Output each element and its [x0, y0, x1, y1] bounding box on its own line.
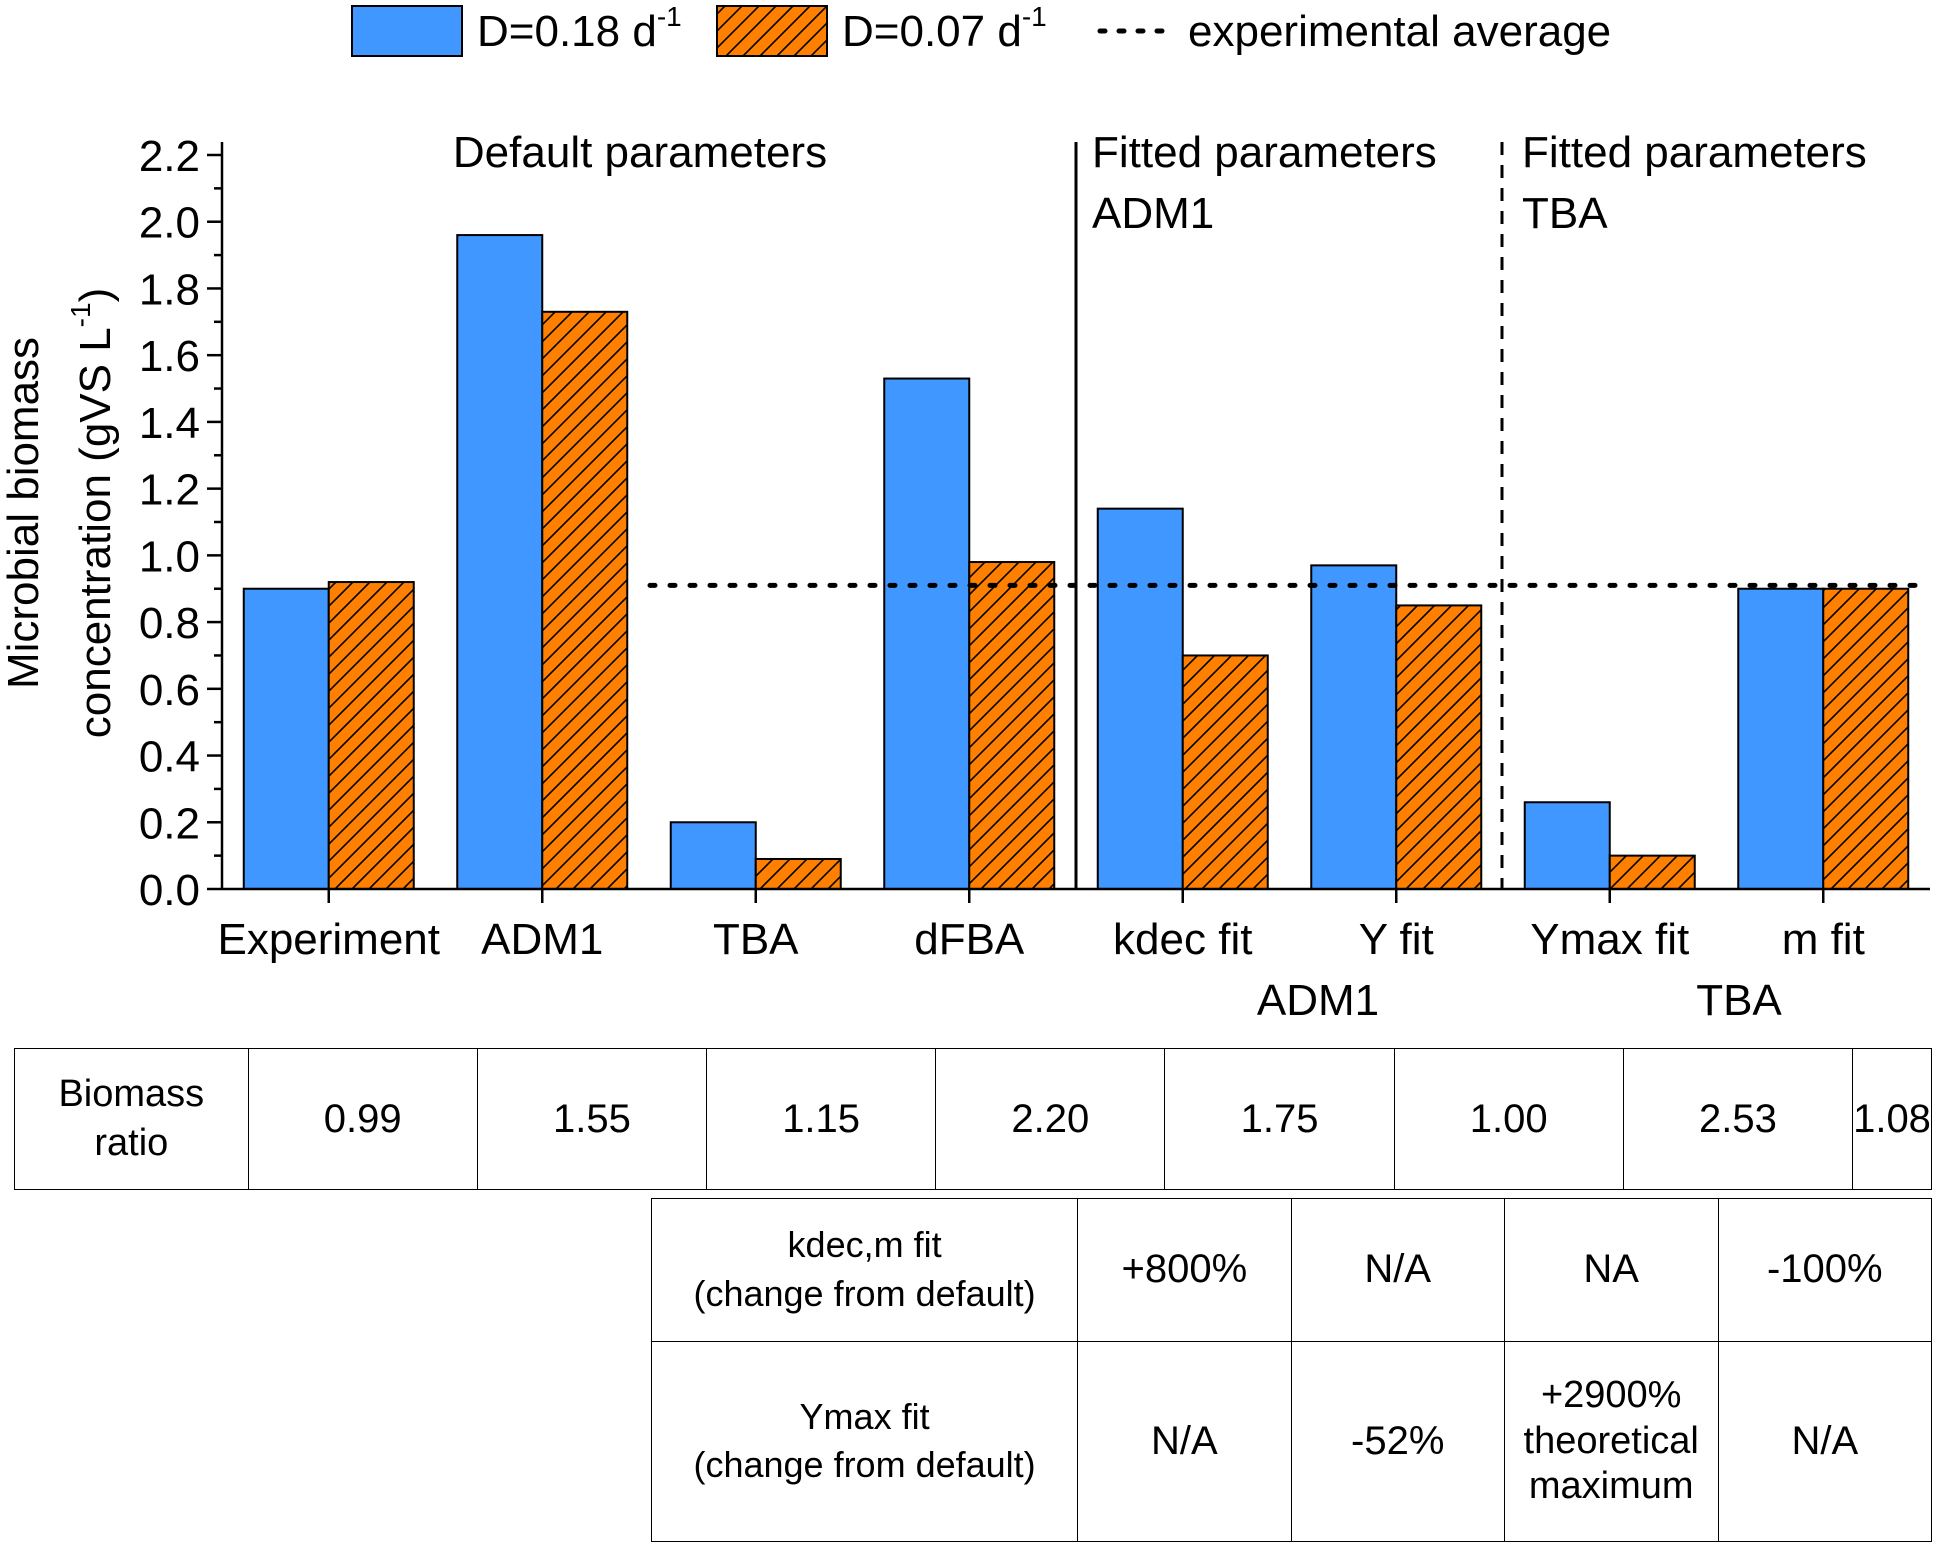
- y-tick-label: 0.6: [139, 666, 200, 715]
- biomass-ratio-table: Biomass ratio 0.99 1.55 1.15 2.20 1.75 1.…: [14, 1048, 1932, 1190]
- bar-d007-m-fit: [1822, 587, 1910, 891]
- x-tick-label: Experiment: [217, 915, 440, 964]
- y-axis-title-line-1: Microbial biomass: [0, 337, 48, 689]
- bar-d018-m-fit: [1737, 587, 1825, 891]
- bar-d007-y-fit: [1395, 604, 1483, 891]
- x-tick-label: Y fit: [1359, 915, 1434, 964]
- ratio-cell: 1.08: [1852, 1048, 1932, 1190]
- x-tick-label: m fit: [1782, 915, 1865, 964]
- ratio-cell: 1.00: [1393, 1048, 1624, 1190]
- fit-cell-multiline: +2900% theoretical maximum: [1503, 1340, 1719, 1543]
- bar-chart: D=0.18 d-1 D=0.07 d-1 experimental avera…: [0, 1, 1933, 1025]
- ratio-cell: 0.99: [247, 1048, 478, 1190]
- section-title-fitted-tba: Fitted parameters: [1522, 128, 1867, 177]
- y-tick-label: 0.2: [139, 799, 200, 848]
- biomass-ratio-header: Biomass ratio: [14, 1048, 249, 1190]
- fit-cell: N/A: [1077, 1340, 1292, 1543]
- x-tick-label: TBA: [713, 915, 799, 964]
- section-title-fitted-adm1: Fitted parameters: [1092, 128, 1437, 177]
- bar-d018-y-fit: [1310, 564, 1398, 890]
- fit-cell: NA: [1503, 1198, 1719, 1342]
- legend-label-series-1: D=0.18 d-1: [477, 1, 682, 56]
- legend-label-series-2: D=0.07 d-1: [842, 1, 1047, 56]
- group-label-tba: TBA: [1696, 976, 1782, 1025]
- bar-d018-dfba: [883, 377, 971, 890]
- fit-cell: -100%: [1717, 1198, 1933, 1342]
- y-tick-label: 1.6: [139, 332, 200, 381]
- bar-d018-kdec-fit: [1096, 507, 1184, 890]
- legend-swatch-series-2: [716, 5, 828, 57]
- y-tick-label: 1.0: [139, 532, 200, 581]
- fit-cell: N/A: [1717, 1340, 1933, 1543]
- y-tick-label: 1.4: [139, 399, 200, 448]
- section-subtitle-fitted-adm1: ADM1: [1092, 189, 1214, 238]
- y-tick-label: 0.0: [139, 866, 200, 915]
- kdec-fit-row: kdec,m fit (change from default) +800% N/…: [650, 1198, 1933, 1342]
- y-tick-label: 0.4: [139, 733, 200, 782]
- legend-label-average: experimental average: [1188, 7, 1611, 56]
- bar-d018-tba: [669, 821, 757, 890]
- y-tick-label: 0.8: [139, 599, 200, 648]
- y-axis-title-line-2: concentration (gVS L-1): [65, 288, 120, 738]
- fit-cell: +800%: [1077, 1198, 1292, 1342]
- kdec-fit-header: kdec,m fit (change from default): [650, 1198, 1079, 1342]
- y-axis-ticks: 0.0 0.2 0.4 0.6 0.8 1.0 1.2 1.4 1.6 1.8 2.0 2.2: [139, 132, 222, 915]
- bar-d007-tba: [754, 857, 842, 890]
- x-tick-label: dFBA: [914, 915, 1025, 964]
- bar-d007-adm1: [541, 310, 629, 890]
- ratio-cell: 1.55: [476, 1048, 708, 1190]
- x-tick-label: Ymax fit: [1530, 915, 1689, 964]
- ratio-cell: 2.53: [1622, 1048, 1854, 1190]
- ratio-cell: 2.20: [935, 1048, 1166, 1190]
- x-tick-label: kdec fit: [1113, 915, 1252, 964]
- y-tick-label: 1.8: [139, 265, 200, 314]
- x-tick-label: ADM1: [481, 915, 603, 964]
- bars: [242, 234, 1910, 891]
- group-label-adm1: ADM1: [1257, 976, 1379, 1025]
- legend: D=0.18 d-1 D=0.07 d-1 experimental avera…: [351, 1, 1611, 57]
- section-title-default: Default parameters: [453, 128, 827, 177]
- ymax-fit-header: Ymax fit (change from default): [650, 1340, 1079, 1543]
- bar-d007-ymax-fit: [1608, 854, 1696, 890]
- ymax-fit-row: Ymax fit (change from default) N/A -52% +…: [650, 1340, 1933, 1543]
- y-tick-label: 2.2: [139, 132, 200, 181]
- ratio-cell: 1.75: [1164, 1048, 1395, 1190]
- fit-cell: N/A: [1290, 1198, 1505, 1342]
- biomass-ratio-row: Biomass ratio 0.99 1.55 1.15 2.20 1.75 1.…: [14, 1048, 1932, 1190]
- y-tick-label: 2.0: [139, 199, 200, 248]
- bar-d007-experiment: [327, 581, 415, 891]
- legend-swatch-series-1: [351, 5, 463, 57]
- fit-cell: -52%: [1290, 1340, 1505, 1543]
- x-axis-labels: Experiment ADM1 TBA dFBA kdec fit Y fit Ymax f…: [217, 889, 1865, 964]
- y-tick-label: 1.2: [139, 466, 200, 515]
- ratio-cell: 1.15: [706, 1048, 937, 1190]
- bar-d018-adm1: [456, 234, 544, 890]
- bar-d007-kdec-fit: [1181, 654, 1269, 890]
- bar-d018-ymax-fit: [1523, 801, 1611, 890]
- bar-d007-dfba: [968, 561, 1056, 890]
- bar-d018-experiment: [242, 587, 330, 891]
- parameter-fit-table: kdec,m fit (change from default) +800% N/…: [650, 1198, 1933, 1543]
- section-subtitle-fitted-tba: TBA: [1522, 189, 1608, 238]
